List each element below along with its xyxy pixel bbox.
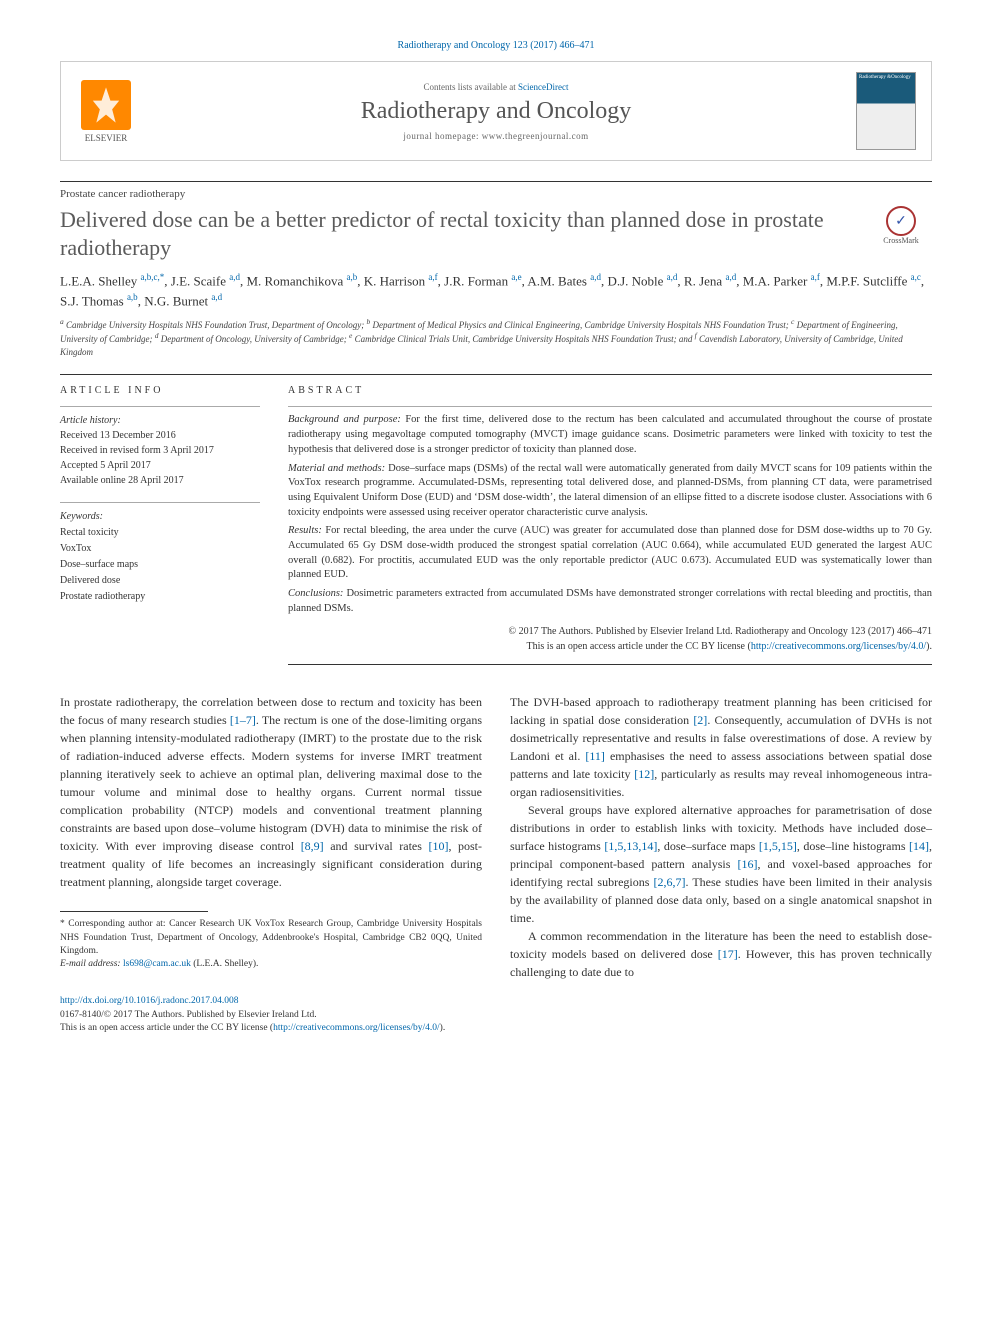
sciencedirect-link[interactable]: ScienceDirect xyxy=(518,82,568,92)
online-date: Available online 28 April 2017 xyxy=(60,473,260,488)
contents-available: Contents lists available at ScienceDirec… xyxy=(151,82,841,92)
footer-cc-suffix: ). xyxy=(440,1023,446,1033)
citation-link[interactable]: [16] xyxy=(738,857,758,871)
issn-line: 0167-8140/© 2017 The Authors. Published … xyxy=(60,1010,317,1020)
citation-link[interactable]: [17] xyxy=(718,947,738,961)
journal-name: Radiotherapy and Oncology xyxy=(151,98,841,125)
crossmark-label: CrossMark xyxy=(883,236,919,245)
homepage-prefix: journal homepage: xyxy=(403,131,481,141)
email-link[interactable]: ls698@cam.ac.uk xyxy=(123,959,191,969)
rule-top xyxy=(60,181,932,182)
corresponding-email: E-mail address: ls698@cam.ac.uk (L.E.A. … xyxy=(60,958,482,971)
keywords-label: Keywords: xyxy=(60,511,103,522)
page-footer: http://dx.doi.org/10.1016/j.radonc.2017.… xyxy=(60,995,932,1035)
abstract-heading: abstract xyxy=(288,385,932,396)
elsevier-logo: ELSEVIER xyxy=(76,80,136,143)
journal-homepage: journal homepage: www.thegreenjournal.co… xyxy=(151,131,841,141)
cc-suffix: ). xyxy=(926,641,932,652)
accepted-date: Accepted 5 April 2017 xyxy=(60,458,260,473)
body-text: In prostate radiotherapy, the correlatio… xyxy=(60,693,932,981)
doi-link[interactable]: http://dx.doi.org/10.1016/j.radonc.2017.… xyxy=(60,996,238,1006)
body-para-4: A common recommendation in the literatur… xyxy=(510,927,932,981)
citation-link[interactable]: [10] xyxy=(428,839,448,853)
homepage-url[interactable]: www.thegreenjournal.com xyxy=(482,131,589,141)
citation-link[interactable]: [12] xyxy=(634,767,654,781)
received-date: Received 13 December 2016 xyxy=(60,428,260,443)
footer-cc-prefix: This is an open access article under the… xyxy=(60,1023,273,1033)
abstract-paragraph: Results: For rectal bleeding, the area u… xyxy=(288,524,932,583)
abstract-paragraph: Material and methods: Dose–surface maps … xyxy=(288,462,932,521)
contents-prefix: Contents lists available at xyxy=(424,82,518,92)
history-label: Article history: xyxy=(60,415,121,426)
copyright-block: © 2017 The Authors. Published by Elsevie… xyxy=(288,624,932,654)
corresponding-author: * Corresponding author at: Cancer Resear… xyxy=(60,918,482,958)
article-title: Delivered dose can be a better predictor… xyxy=(60,206,858,261)
authors-list: L.E.A. Shelley a,b,c,*, J.E. Scaife a,d,… xyxy=(60,271,932,311)
citation-link[interactable]: [1,5,15] xyxy=(759,839,797,853)
footer-cc-link[interactable]: http://creativecommons.org/licenses/by/4… xyxy=(273,1023,440,1033)
keyword-item: Prostate radiotherapy xyxy=(60,589,260,605)
corresponding-text: Corresponding author at: Cancer Research… xyxy=(60,919,482,956)
article-info-heading: article info xyxy=(60,385,260,396)
body-para-2: The DVH-based approach to radiotherapy t… xyxy=(510,693,932,801)
copyright-line-1: © 2017 The Authors. Published by Elsevie… xyxy=(288,624,932,639)
journal-header-box: ELSEVIER Contents lists available at Sci… xyxy=(60,61,932,161)
cc-link[interactable]: http://creativecommons.org/licenses/by/4… xyxy=(751,641,926,652)
body-para-3: Several groups have explored alternative… xyxy=(510,801,932,927)
citation-link[interactable]: [2] xyxy=(693,713,707,727)
elsevier-tree-icon xyxy=(81,80,131,130)
footnotes: * Corresponding author at: Cancer Resear… xyxy=(60,918,482,971)
cc-prefix: This is an open access article under the… xyxy=(527,641,751,652)
crossmark-badge[interactable]: ✓ CrossMark xyxy=(870,206,932,245)
keyword-item: VoxTox xyxy=(60,541,260,557)
footnote-separator xyxy=(60,911,208,912)
citation-link[interactable]: [11] xyxy=(585,749,605,763)
citation-link[interactable]: [2,6,7] xyxy=(653,875,685,889)
elsevier-label: ELSEVIER xyxy=(85,133,128,143)
citation-link[interactable]: [1–7] xyxy=(230,713,256,727)
revised-date: Received in revised form 3 April 2017 xyxy=(60,443,260,458)
abstract-end-rule xyxy=(288,664,932,665)
body-para-1: In prostate radiotherapy, the correlatio… xyxy=(60,693,482,891)
abstract-paragraph: Background and purpose: For the first ti… xyxy=(288,413,932,457)
keyword-item: Delivered dose xyxy=(60,573,260,589)
abstract-paragraph: Conclusions: Dosimetric parameters extra… xyxy=(288,587,932,616)
citation-link[interactable]: [14] xyxy=(909,839,929,853)
article-history: Article history: Received 13 December 20… xyxy=(60,406,260,488)
crossmark-icon: ✓ xyxy=(886,206,916,236)
abstract-body: Background and purpose: For the first ti… xyxy=(288,406,932,616)
corresponding-marker: * xyxy=(60,919,65,929)
keyword-item: Rectal toxicity xyxy=(60,525,260,541)
citation-link[interactable]: [1,5,13,14] xyxy=(604,839,657,853)
email-name: (L.E.A. Shelley). xyxy=(193,959,258,969)
email-label: E-mail address: xyxy=(60,959,121,969)
article-type: Prostate cancer radiotherapy xyxy=(60,188,932,200)
keywords-block: Keywords: Rectal toxicityVoxToxDose–surf… xyxy=(60,502,260,605)
citation-header: Radiotherapy and Oncology 123 (2017) 466… xyxy=(60,40,932,51)
keyword-item: Dose–surface maps xyxy=(60,557,260,573)
affiliations: a Cambridge University Hospitals NHS Fou… xyxy=(60,317,932,359)
journal-cover-thumbnail: Radiotherapy &Oncology xyxy=(856,72,916,150)
citation-link[interactable]: [8,9] xyxy=(301,839,324,853)
